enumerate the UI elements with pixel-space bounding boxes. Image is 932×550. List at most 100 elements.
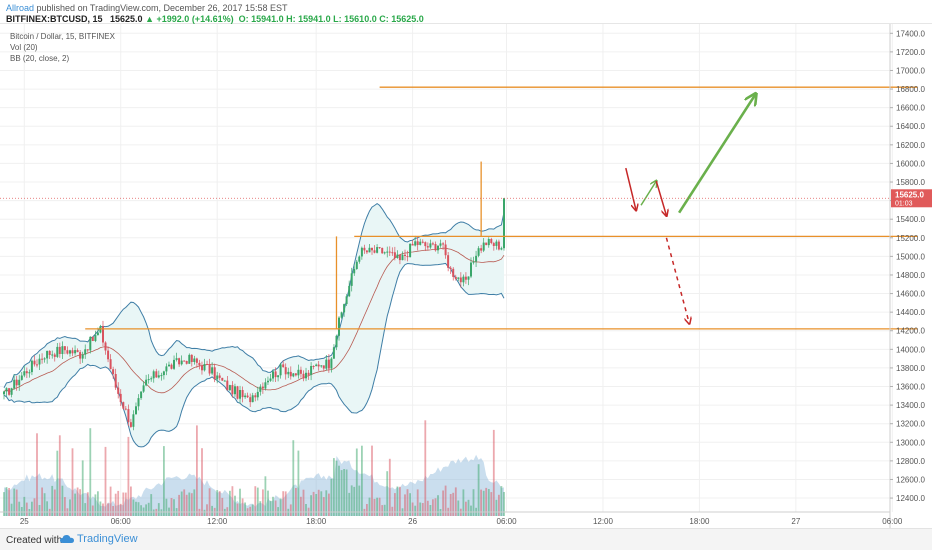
candle-body bbox=[454, 276, 457, 279]
candle bbox=[38, 354, 41, 370]
volume-bar bbox=[76, 487, 79, 516]
candle bbox=[84, 344, 87, 359]
price-chart[interactable]: 12400.0 12600.0 12800.0 13000.0 13200.0 13400… bbox=[0, 24, 932, 528]
candle-body bbox=[467, 276, 470, 280]
candle bbox=[416, 236, 419, 251]
candle bbox=[429, 239, 432, 249]
candle bbox=[490, 237, 493, 245]
candle bbox=[442, 242, 445, 250]
candle-body bbox=[226, 380, 229, 391]
volume-bar bbox=[81, 460, 84, 516]
candle-body bbox=[277, 375, 280, 378]
time-axis[interactable]: 25 06:00 12:00 18:00 26 06:00 12:00 18:00 27 06:0… bbox=[20, 517, 903, 526]
candle bbox=[117, 382, 120, 399]
volume-bar bbox=[335, 460, 338, 516]
candle bbox=[81, 351, 84, 363]
candle bbox=[218, 373, 221, 381]
volume-bar bbox=[117, 490, 120, 516]
y-tick-label: 17200.0 bbox=[896, 48, 925, 57]
symbol-name[interactable]: BITFINEX:BTCUSD, 15 bbox=[6, 14, 103, 24]
red-dashed-arrow bbox=[665, 237, 689, 324]
red-solid-arrow bbox=[655, 180, 666, 215]
legend-title[interactable]: Bitcoin / Dollar, 15, BITFINEX bbox=[10, 32, 115, 41]
volume-bar bbox=[256, 487, 259, 516]
drawing-annotations[interactable] bbox=[0, 86, 918, 330]
x-tick-label: 26 bbox=[408, 517, 417, 526]
tradingview-logo[interactable]: TradingView bbox=[60, 533, 138, 545]
candle bbox=[79, 350, 82, 364]
green-solid-arrow bbox=[678, 95, 755, 214]
volume-bar bbox=[386, 471, 389, 516]
candle-body bbox=[411, 243, 414, 246]
candle bbox=[127, 404, 130, 426]
candle bbox=[48, 350, 51, 360]
price-tag-box bbox=[891, 189, 932, 208]
y-tick-label: 14600.0 bbox=[896, 290, 925, 299]
volume-bar bbox=[345, 469, 348, 516]
volume-bar bbox=[487, 489, 490, 516]
candle bbox=[119, 389, 122, 407]
candle bbox=[145, 374, 148, 387]
candle-body bbox=[429, 243, 432, 248]
candle-body bbox=[376, 247, 379, 253]
legend-bollinger[interactable]: BB (20, close, 2) bbox=[10, 54, 70, 63]
candle-body bbox=[457, 277, 460, 279]
volume-bar bbox=[320, 491, 323, 516]
volume-bar bbox=[409, 493, 411, 516]
candle-body bbox=[500, 248, 503, 250]
volume-bar bbox=[388, 458, 391, 516]
candle-body bbox=[147, 379, 150, 381]
volume-bar bbox=[490, 492, 493, 516]
candle bbox=[180, 355, 183, 366]
price-axis[interactable]: 12400.0 12600.0 12800.0 13000.0 13200.0 13400… bbox=[890, 29, 925, 503]
volume-bar bbox=[272, 496, 274, 516]
candle bbox=[71, 347, 74, 357]
y-tick-label: 15000.0 bbox=[896, 252, 925, 261]
volume-bar bbox=[64, 497, 66, 516]
candle-body bbox=[102, 326, 104, 343]
candle-body bbox=[74, 350, 77, 354]
candle-body bbox=[462, 276, 465, 283]
candle bbox=[241, 386, 244, 403]
volume-bar bbox=[107, 503, 109, 516]
candle bbox=[404, 249, 406, 261]
candle bbox=[91, 336, 94, 342]
volume-bar bbox=[249, 506, 252, 516]
candle bbox=[485, 242, 488, 246]
author-link[interactable]: Allroad bbox=[6, 3, 35, 13]
candle bbox=[363, 244, 366, 254]
candle bbox=[424, 241, 427, 251]
candle-body bbox=[340, 312, 343, 318]
candle-body bbox=[477, 248, 480, 256]
candle bbox=[53, 352, 56, 362]
candle bbox=[289, 366, 292, 380]
y-tick-label: 16600.0 bbox=[896, 104, 925, 113]
volume-bar bbox=[394, 493, 396, 516]
candle-body bbox=[107, 350, 110, 360]
candle-body bbox=[401, 254, 404, 261]
candle-body bbox=[274, 371, 277, 378]
candle-body bbox=[282, 364, 285, 368]
candle bbox=[495, 239, 498, 250]
candle bbox=[175, 352, 178, 362]
candle bbox=[109, 354, 112, 370]
candle-body bbox=[61, 346, 64, 354]
candle bbox=[475, 250, 478, 267]
volume-bar bbox=[457, 500, 460, 516]
candle-body bbox=[487, 239, 490, 246]
candle bbox=[277, 375, 280, 382]
legend-volume[interactable]: Vol (20) bbox=[10, 43, 38, 52]
y-tick-label: 15800.0 bbox=[896, 178, 925, 187]
candle-body bbox=[221, 377, 224, 381]
volume-bar bbox=[173, 499, 175, 516]
volume-bar bbox=[140, 505, 142, 516]
volume-bar bbox=[503, 492, 505, 516]
candle-body bbox=[437, 245, 439, 251]
volume-bar bbox=[196, 425, 198, 516]
candle-body bbox=[292, 373, 295, 377]
bb-basis bbox=[3, 247, 505, 394]
volume-bar bbox=[284, 491, 287, 516]
volume-bar bbox=[229, 490, 231, 516]
candle-body bbox=[421, 241, 424, 243]
volume-bar bbox=[94, 494, 97, 516]
